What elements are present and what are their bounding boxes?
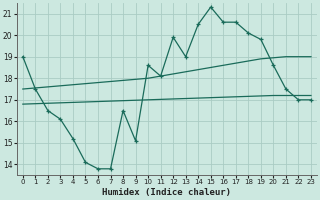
X-axis label: Humidex (Indice chaleur): Humidex (Indice chaleur) bbox=[102, 188, 231, 197]
